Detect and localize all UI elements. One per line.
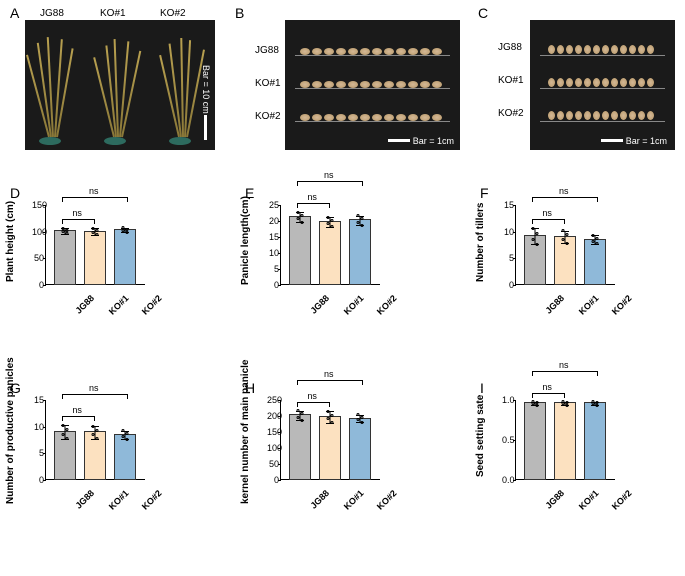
seeds-c-ko1 — [548, 78, 654, 87]
bar-ko2 — [584, 239, 606, 285]
chart-seed-setting: 0.00.51.0Seed setting sateJG88KO#1KO#2ns… — [480, 390, 630, 530]
label-c-ko2: KO#2 — [498, 108, 524, 119]
bar-jg88 — [524, 402, 546, 480]
xlabel-ko2: KO#2 — [610, 293, 634, 317]
y-axis-label: Panicle length(cm) — [240, 196, 251, 285]
xlabel-ko2: KO#2 — [375, 488, 399, 512]
scale-text-c: Bar = 1cm — [626, 136, 667, 146]
bar-ko1 — [554, 236, 576, 285]
bar-jg88 — [289, 216, 311, 285]
xlabel-jg88: JG88 — [308, 488, 331, 511]
bar-ko2 — [114, 434, 136, 480]
scale-text-b: Bar = 1cm — [413, 136, 454, 146]
photo-plants: Bar = 10 cm — [25, 20, 215, 150]
scale-bar-c — [601, 139, 623, 142]
chart-tillers: 051015Number of tillersJG88KO#1KO#2nsns — [480, 195, 630, 335]
xlabel-ko1: KO#1 — [577, 293, 601, 317]
seeds-b-ko1 — [300, 81, 442, 88]
sig-label: ns — [542, 208, 552, 218]
bar-ko1 — [319, 416, 341, 480]
bar-ko1 — [84, 231, 106, 285]
xlabel-ko1: KO#1 — [107, 293, 131, 317]
chart-plant-height: 050100150Plant height (cm)JG88KO#1KO#2ns… — [10, 195, 160, 335]
bar-jg88 — [289, 414, 311, 480]
bar-ko1 — [554, 402, 576, 480]
panel-label-h: H — [245, 380, 255, 396]
seeds-b-jg88 — [300, 48, 442, 55]
panel-label-i: I — [480, 380, 484, 396]
sig-label: ns — [559, 186, 569, 196]
sig-label: ns — [307, 391, 317, 401]
xlabel-jg88: JG88 — [543, 293, 566, 316]
seeds-c-ko2 — [548, 111, 654, 120]
bar-ko1 — [319, 221, 341, 285]
panel-label-e: E — [245, 185, 254, 201]
panel-label-f: F — [480, 185, 489, 201]
sig-label: ns — [324, 170, 334, 180]
label-a-ko1: KO#1 — [100, 8, 126, 19]
y-axis-label: Number of tillers — [475, 203, 486, 282]
seeds-c-jg88 — [548, 45, 654, 54]
xlabel-ko2: KO#2 — [375, 293, 399, 317]
seeds-b-ko2 — [300, 114, 442, 121]
y-axis-label: Seed setting sate — [475, 395, 486, 477]
sig-label: ns — [72, 405, 82, 415]
bar-jg88 — [524, 235, 546, 285]
sig-label: ns — [307, 192, 317, 202]
xlabel-jg88: JG88 — [308, 293, 331, 316]
panel-label-g: G — [10, 380, 21, 396]
label-b-ko2: KO#2 — [255, 111, 281, 122]
panel-label-b: B — [235, 5, 244, 21]
xlabel-ko1: KO#1 — [107, 488, 131, 512]
label-a-jg88: JG88 — [40, 8, 64, 19]
sig-label: ns — [72, 208, 82, 218]
y-axis-label: Plant height (cm) — [5, 201, 16, 282]
chart-productive-panicles: 051015Number of productive paniclesJG88K… — [10, 390, 160, 530]
panel-label-a: A — [10, 5, 19, 21]
xlabel-jg88: JG88 — [543, 488, 566, 511]
label-c-ko1: KO#1 — [498, 75, 524, 86]
sig-label: ns — [89, 186, 99, 196]
sig-label: ns — [89, 383, 99, 393]
label-b-ko1: KO#1 — [255, 78, 281, 89]
xlabel-jg88: JG88 — [73, 293, 96, 316]
sig-label: ns — [559, 360, 569, 370]
xlabel-ko2: KO#2 — [610, 488, 634, 512]
bar-jg88 — [54, 431, 76, 480]
bar-ko2 — [349, 418, 371, 480]
label-a-ko2: KO#2 — [160, 8, 186, 19]
xlabel-ko1: KO#1 — [577, 488, 601, 512]
photo-seeds-c: Bar = 1cm — [530, 20, 675, 150]
bar-ko2 — [584, 402, 606, 480]
label-b-jg88: JG88 — [255, 45, 279, 56]
chart-kernel-number: 050100150200250kernel number of main pan… — [245, 390, 395, 530]
bar-ko2 — [114, 229, 136, 285]
scale-bar-b — [388, 139, 410, 142]
xlabel-ko2: KO#2 — [140, 488, 164, 512]
photo-seeds-b: Bar = 1cm — [285, 20, 460, 150]
xlabel-jg88: JG88 — [73, 488, 96, 511]
xlabel-ko1: KO#1 — [342, 293, 366, 317]
scale-bar-a — [204, 115, 207, 140]
bar-jg88 — [54, 230, 76, 285]
panel-label-d: D — [10, 185, 20, 201]
scale-text-a: Bar = 10 cm — [201, 65, 211, 114]
sig-label: ns — [542, 382, 552, 392]
panel-label-c: C — [478, 5, 488, 21]
xlabel-ko1: KO#1 — [342, 488, 366, 512]
label-c-jg88: JG88 — [498, 42, 522, 53]
xlabel-ko2: KO#2 — [140, 293, 164, 317]
bar-ko1 — [84, 431, 106, 480]
bar-ko2 — [349, 219, 371, 285]
sig-label: ns — [324, 369, 334, 379]
chart-panicle-length: 0510152025Panicle length(cm)JG88KO#1KO#2… — [245, 195, 395, 335]
